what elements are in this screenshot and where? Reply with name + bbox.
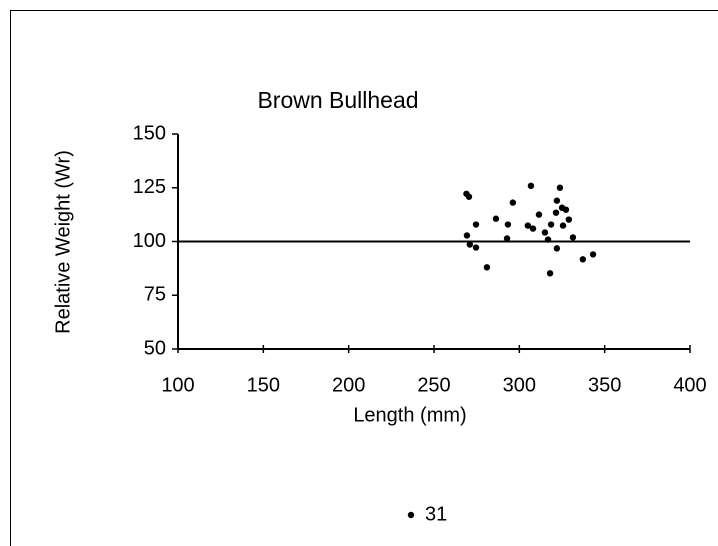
x-tick-label: 100 <box>161 374 194 396</box>
data-point <box>569 234 577 241</box>
data-point <box>472 244 480 251</box>
data-point <box>541 229 549 236</box>
data-point <box>552 209 560 216</box>
legend-marker <box>407 511 415 519</box>
legend-label: 31 <box>425 503 447 525</box>
data-point <box>546 270 554 277</box>
data-point <box>466 241 474 248</box>
data-point <box>553 197 561 204</box>
data-point <box>556 184 564 191</box>
data-point <box>503 235 511 242</box>
data-point <box>535 211 543 218</box>
data-point <box>483 264 491 271</box>
x-tick-label: 150 <box>247 374 280 396</box>
x-tick-label: 400 <box>673 374 706 396</box>
data-point <box>547 221 555 228</box>
x-tick-label: 200 <box>332 374 365 396</box>
chart-title: Brown Bullhead <box>257 87 418 113</box>
x-axis-label: Length (mm) <box>353 404 466 426</box>
y-tick-label: 150 <box>133 122 166 144</box>
data-point <box>465 193 473 200</box>
data-point <box>509 199 517 206</box>
y-tick-label: 100 <box>133 230 166 252</box>
data-point <box>527 182 535 190</box>
data-point <box>565 216 573 223</box>
x-tick-label: 300 <box>503 374 536 396</box>
chart-frame <box>10 10 718 546</box>
y-axis-label: Relative Weight (Wr) <box>52 150 74 334</box>
data-point <box>524 222 532 229</box>
data-point <box>559 222 567 229</box>
data-point <box>504 221 512 228</box>
x-tick-label: 350 <box>588 374 621 396</box>
y-tick-label: 125 <box>133 176 166 198</box>
data-point <box>472 221 480 228</box>
y-tick-label: 50 <box>144 337 166 359</box>
data-point <box>553 245 561 252</box>
data-point <box>463 232 471 239</box>
data-point <box>492 215 500 222</box>
data-point <box>562 206 570 213</box>
y-tick-label: 75 <box>144 284 166 306</box>
data-point <box>579 256 587 263</box>
data-point <box>589 251 597 258</box>
data-point <box>529 225 537 232</box>
x-tick-label: 250 <box>417 374 450 396</box>
data-point <box>544 236 552 243</box>
